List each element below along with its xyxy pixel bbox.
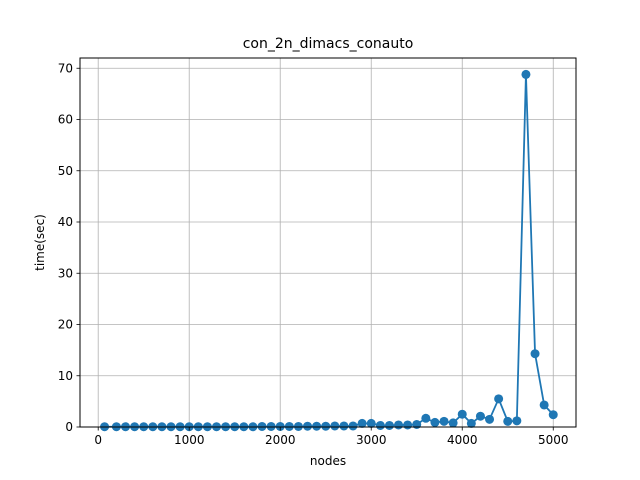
data-point [375,420,385,430]
y-tick-label: 10 [58,369,73,383]
data-point [412,419,422,429]
data-point [384,420,394,430]
data-point [366,418,376,428]
data-point [394,420,404,430]
grid [80,58,576,428]
data-point [430,417,440,427]
data-point [357,418,367,428]
data-point [503,416,513,426]
y-tick-label: 40 [58,215,73,229]
data-point [348,421,358,431]
data-point [457,409,467,419]
data-point [339,421,349,431]
data-point [421,413,431,423]
y-tick-label: 50 [58,164,73,178]
data-point [494,394,504,404]
data-point [303,421,313,431]
chart-title: con_2n_dimacs_conauto [243,36,414,52]
y-tick-label: 70 [58,61,73,75]
data-point [293,421,303,431]
data-point [284,421,294,431]
data-point [466,418,476,428]
x-tick-label: 1000 [174,433,205,447]
data-point [321,421,331,431]
data-point [330,421,340,431]
data-point [475,411,485,421]
data-point [521,69,531,79]
data-point [512,416,522,426]
y-tick-label: 30 [58,266,73,280]
data-point [539,400,549,410]
data-point [275,421,285,431]
ticks: 0 1000 2000 3000 4000 5000 0 10 20 30 40 50 60 70 [58,61,569,447]
x-tick-label: 2000 [265,433,296,447]
data-point [312,421,322,431]
x-axis-label: nodes [310,454,346,468]
y-tick-label: 20 [58,318,73,332]
x-tick-label: 3000 [356,433,387,447]
x-tick-label: 0 [94,433,102,447]
data-point [530,349,540,359]
plot-frame [79,57,577,428]
data-point [548,410,558,420]
y-axis-label: time(sec) [33,214,47,271]
x-tick-label: 5000 [538,433,569,447]
x-tick-label: 4000 [447,433,478,447]
data-point [266,421,276,431]
data-point [448,418,458,428]
data-point [485,414,495,424]
data-point [257,421,267,431]
y-tick-label: 60 [58,113,73,127]
y-tick-label: 0 [65,420,73,434]
series-line [104,73,554,428]
data-point [403,420,413,430]
data-point [439,416,449,426]
series-layer [100,69,558,432]
